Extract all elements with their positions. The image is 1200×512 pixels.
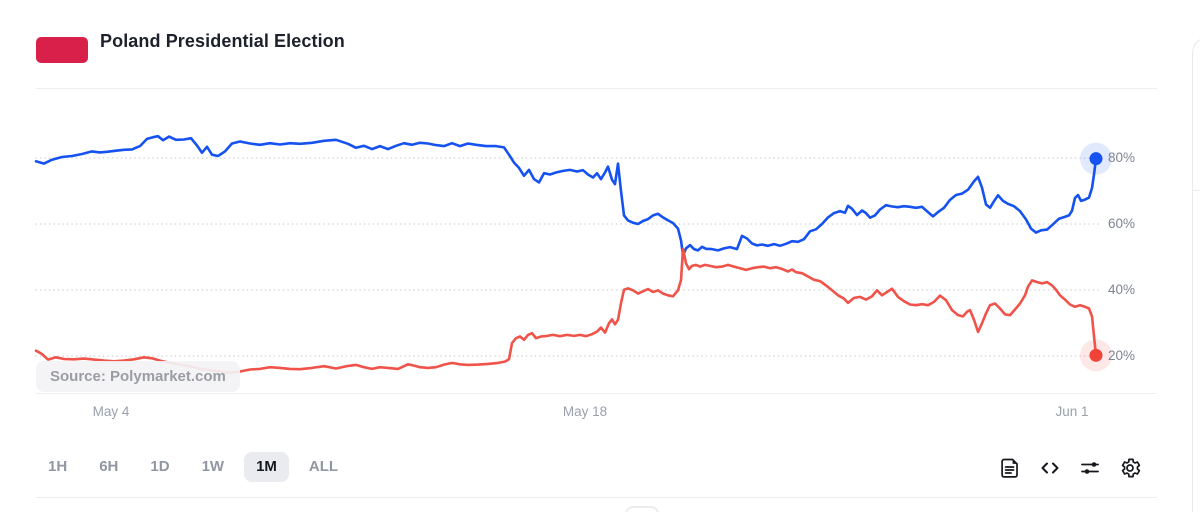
- x-axis-label: May 18: [562, 404, 608, 419]
- timeframe-button-1h[interactable]: 1H: [48, 458, 68, 475]
- timeframe-button-all[interactable]: ALL: [308, 458, 339, 475]
- article-icon[interactable]: [998, 456, 1022, 480]
- adjust-sliders-icon[interactable]: [1078, 456, 1102, 480]
- adjacent-panel-divider: [1193, 190, 1200, 191]
- embed-code-icon[interactable]: [1038, 456, 1062, 480]
- peeking-pill-button[interactable]: [625, 506, 659, 512]
- timeframe-button-6h[interactable]: 6H: [99, 458, 119, 475]
- x-axis-label: May 4: [92, 404, 130, 419]
- y-axis-label: 40%: [1108, 282, 1136, 297]
- timeframe-button-1w[interactable]: 1W: [201, 458, 225, 475]
- y-axis-label: 80%: [1108, 150, 1136, 165]
- timeframe-button-1d[interactable]: 1D: [150, 458, 170, 475]
- y-axis-label: 60%: [1108, 216, 1136, 231]
- x-axis-label: Jun 1: [1055, 404, 1089, 419]
- market-flag-icon: [36, 37, 88, 63]
- adjacent-panel-edge: [1192, 37, 1200, 512]
- y-axis-label: 20%: [1108, 348, 1136, 363]
- timeframe-selector: 1H 6H 1D 1W 1M ALL: [36, 452, 350, 482]
- timeframe-button-1m[interactable]: 1M: [244, 452, 289, 482]
- source-attribution: Source: Polymarket.com: [36, 361, 240, 392]
- chart-toolbar: [998, 456, 1142, 480]
- footer-divider: [36, 497, 1157, 498]
- settings-gear-icon[interactable]: [1118, 456, 1142, 480]
- market-title: Poland Presidential Election: [100, 31, 345, 51]
- chart-baseline: [36, 393, 1157, 394]
- header-divider: [36, 88, 1157, 89]
